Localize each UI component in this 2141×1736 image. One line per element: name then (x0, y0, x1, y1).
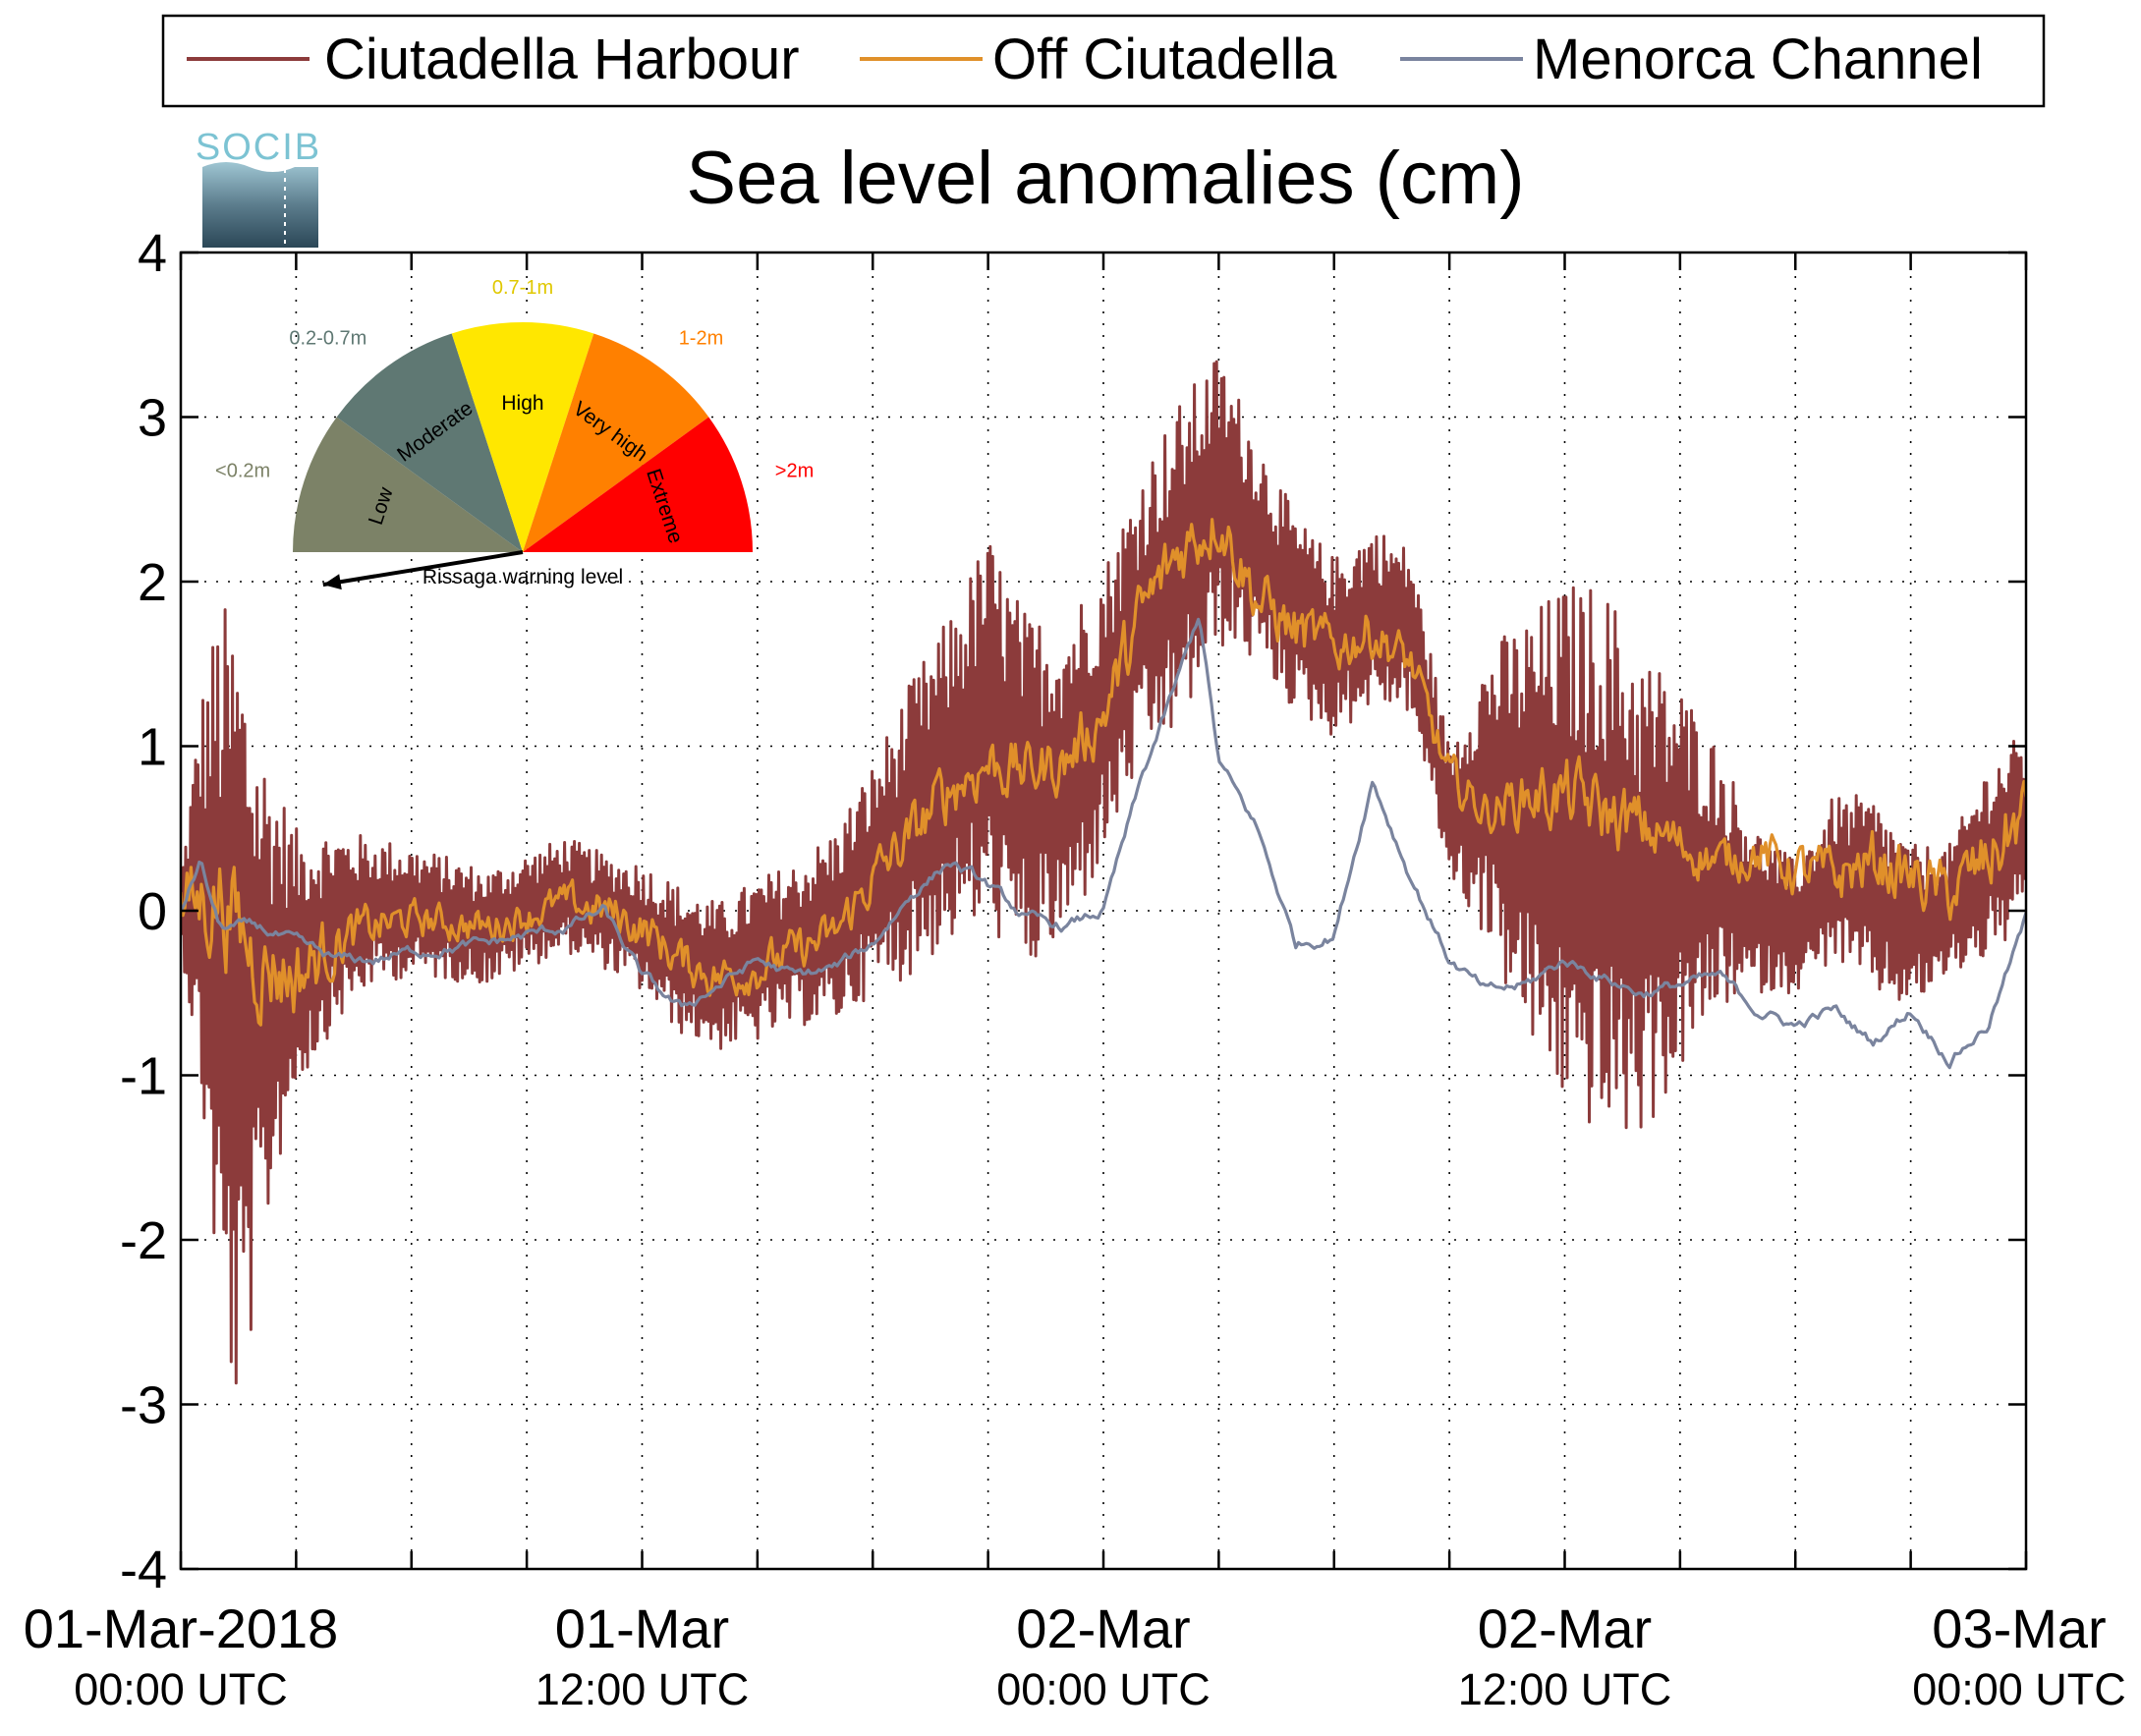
gauge-needle-head (322, 574, 342, 590)
gauge-range-label: 1-2m (679, 328, 724, 350)
y-tick-label: -3 (120, 1376, 167, 1435)
legend-label: Ciutadella Harbour (324, 28, 800, 91)
y-tick-label: 4 (138, 224, 167, 283)
x-tick-label-time: 12:00 UTC (535, 1664, 750, 1714)
y-tick-label: 3 (138, 389, 167, 448)
chart-title: Sea level anomalies (cm) (686, 137, 1524, 220)
legend: Ciutadella Harbour Off Ciutadella Menorca … (161, 14, 2046, 108)
y-tick-label: -2 (120, 1211, 167, 1270)
socib-logo-text: SOCIB (196, 127, 321, 168)
series-line (181, 518, 2026, 1027)
gauge-range-label: 0.2-0.7m (289, 328, 366, 350)
gauge-title: Rissaga warning level (423, 566, 623, 588)
x-tick-label-date: 01-Mar (555, 1597, 729, 1659)
gauge-range-label: <0.2m (215, 461, 270, 482)
x-tick-label-date: 01-Mar-2018 (24, 1597, 339, 1659)
gauge-range-label: 0.7-1m (492, 277, 553, 299)
gauge-level-label: High (501, 392, 543, 415)
socib-logo: SOCIB (196, 127, 321, 248)
x-tick-label-date: 02-Mar (1478, 1597, 1652, 1659)
gauge-segment (293, 417, 523, 552)
y-axis-tick-labels: -4 -3 -2 -1 0 1 2 3 4 (120, 224, 167, 1599)
gauge-segment (523, 417, 753, 552)
gauge-segment (523, 333, 709, 552)
x-tick-label-time: 00:00 UTC (996, 1664, 1211, 1714)
legend-label: Menorca Channel (1533, 28, 1983, 91)
axis-ticks (179, 251, 2028, 1571)
y-tick-label: 2 (138, 553, 167, 612)
grid (181, 252, 2026, 1569)
x-tick-label-time: 12:00 UTC (1458, 1664, 1672, 1714)
gauge-segment (336, 333, 523, 552)
y-tick-label: -1 (120, 1047, 167, 1106)
series-line (181, 360, 2026, 1385)
series-line (181, 617, 2026, 1070)
legend-label: Off Ciutadella (992, 28, 1337, 91)
gauge-segment (451, 322, 594, 552)
x-tick-label-time: 00:00 UTC (74, 1664, 288, 1714)
x-tick-label-date: 03-Mar (1932, 1597, 2106, 1659)
y-tick-label: 1 (138, 718, 167, 777)
y-tick-label: 0 (138, 882, 167, 941)
gauge-range-label: >2m (775, 461, 814, 482)
gauge-needle (322, 550, 524, 588)
x-tick-label-time: 00:00 UTC (1912, 1664, 2126, 1714)
series-layer (181, 360, 2026, 1385)
legend-box (161, 14, 2046, 108)
y-tick-label: -4 (120, 1540, 167, 1599)
x-tick-label-date: 02-Mar (1016, 1597, 1190, 1659)
